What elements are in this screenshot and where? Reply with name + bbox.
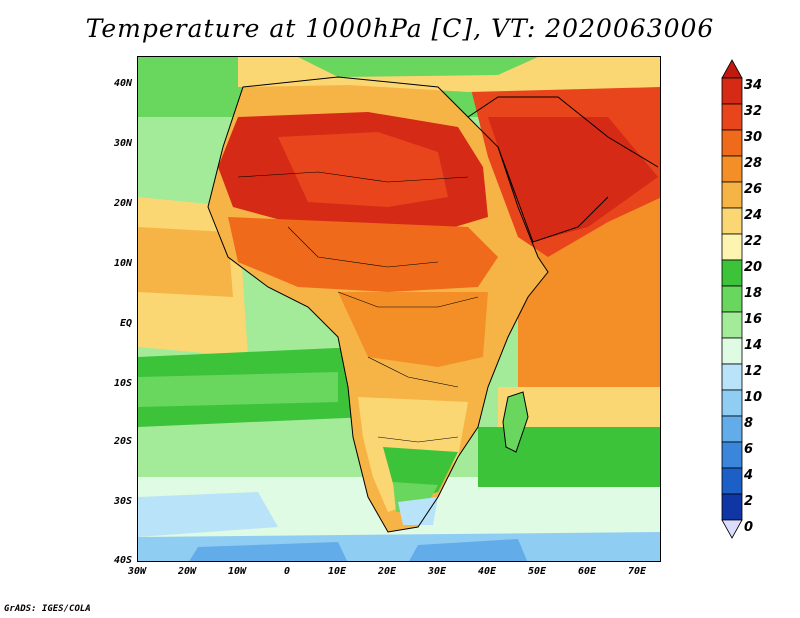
lat-label-10n: 10N	[113, 258, 132, 269]
lon-label-30e: 30E	[427, 566, 447, 577]
colorbar-swatch	[721, 285, 743, 313]
colorbar-label-6: 6	[744, 442, 754, 457]
lon-label-60e: 60E	[577, 566, 597, 577]
lat-label-40n: 40N	[113, 78, 132, 89]
colorbar-label-12: 12	[744, 364, 763, 379]
lat-label-10s: 10S	[113, 378, 132, 389]
colorbar-top-arrow	[721, 59, 743, 79]
colorbar-label-24: 24	[744, 208, 763, 223]
colorbar-label-18: 18	[744, 286, 763, 301]
colorbar-swatch	[721, 493, 743, 521]
colorbar-swatch	[721, 129, 743, 157]
lon-label-20w: 20W	[177, 566, 197, 577]
colorbar-label-0: 0	[744, 520, 754, 535]
footer-credit: GrADS: IGES/COLA	[4, 604, 91, 614]
colorbar-swatch	[721, 441, 743, 469]
colorbar-swatch	[721, 207, 743, 235]
colorbar-swatch	[721, 103, 743, 131]
colorbar-swatch	[721, 363, 743, 391]
lon-label-30w: 30W	[127, 566, 147, 577]
chart-title: Temperature at 1000hPa [C], VT: 20200630…	[85, 14, 715, 43]
colorbar-swatch	[721, 389, 743, 417]
lat-label-30s: 30S	[113, 496, 132, 507]
lon-label-0: 0	[283, 566, 291, 577]
colorbar-label-32: 32	[744, 104, 763, 119]
lon-label-20e: 20E	[377, 566, 397, 577]
colorbar-swatch	[721, 77, 743, 105]
lon-label-40e: 40E	[477, 566, 497, 577]
temperature-map	[137, 56, 661, 562]
colorbar-swatch	[721, 337, 743, 365]
colorbar-bottom-arrow	[721, 519, 743, 539]
colorbar-swatch	[721, 415, 743, 443]
colorbar-label-34: 34	[744, 78, 763, 93]
colorbar	[721, 59, 743, 539]
colorbar-label-16: 16	[744, 312, 763, 327]
colorbar-label-28: 28	[744, 156, 763, 171]
colorbar-label-14: 14	[744, 338, 763, 353]
colorbar-label-8: 8	[744, 416, 754, 431]
colorbar-swatch	[721, 467, 743, 495]
colorbar-swatch	[721, 181, 743, 209]
lat-label-20n: 20N	[113, 198, 132, 209]
colorbar-label-4: 4	[744, 468, 754, 483]
lon-label-50e: 50E	[527, 566, 547, 577]
lat-label-40s: 40S	[113, 555, 132, 566]
colorbar-label-10: 10	[744, 390, 763, 405]
colorbar-swatch	[721, 259, 743, 287]
colorbar-swatch	[721, 155, 743, 183]
lon-label-10e: 10E	[327, 566, 347, 577]
colorbar-swatch	[721, 233, 743, 261]
colorbar-label-30: 30	[744, 130, 763, 145]
colorbar-label-26: 26	[744, 182, 763, 197]
map-canvas	[138, 57, 660, 561]
colorbar-label-2: 2	[744, 494, 754, 509]
lat-label-20s: 20S	[113, 436, 132, 447]
lat-label-eq: EQ	[119, 318, 132, 329]
colorbar-swatch	[721, 311, 743, 339]
lon-label-10w: 10W	[227, 566, 247, 577]
lat-label-30n: 30N	[113, 138, 132, 149]
colorbar-label-20: 20	[744, 260, 763, 275]
colorbar-label-22: 22	[744, 234, 763, 249]
lon-label-70e: 70E	[627, 566, 647, 577]
